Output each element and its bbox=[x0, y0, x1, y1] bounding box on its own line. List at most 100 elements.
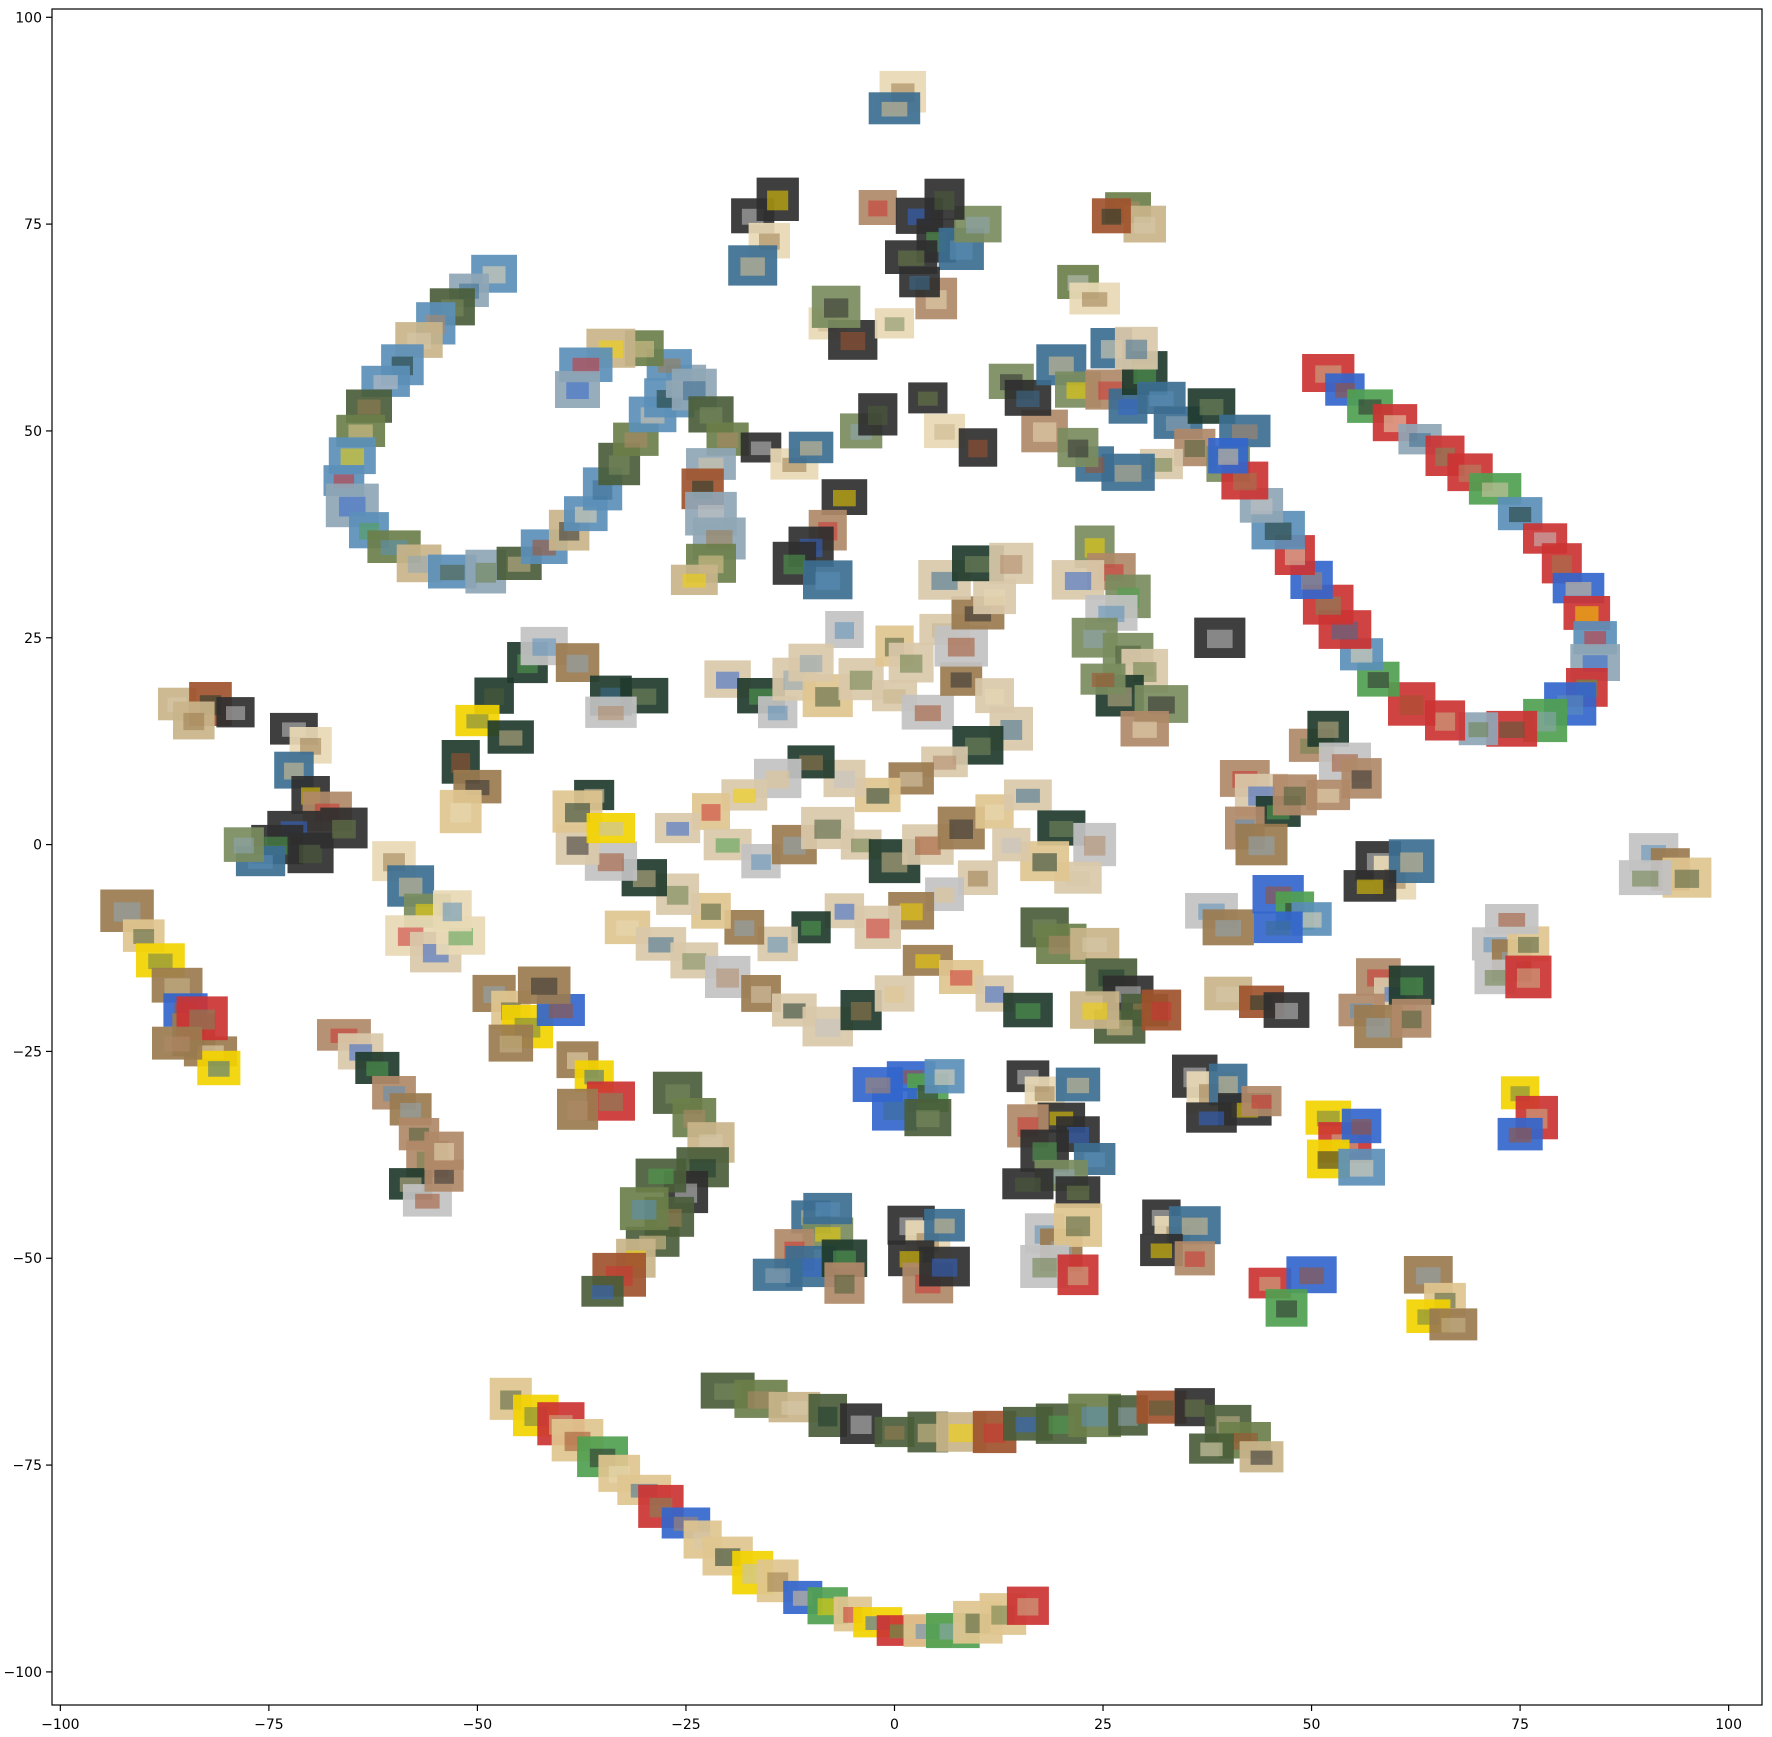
thumbnail-detail bbox=[1199, 399, 1224, 416]
thumbnail-detail bbox=[1015, 1003, 1041, 1019]
thumbnail-detail bbox=[851, 838, 872, 853]
thumbnail-detail bbox=[934, 191, 955, 210]
cluster-center-upper bbox=[740, 363, 1068, 600]
thumbnail-detail bbox=[566, 836, 589, 855]
thumbnail-detail bbox=[1508, 1127, 1532, 1143]
thumbnail-detail bbox=[950, 970, 973, 986]
thumbnail-detail bbox=[985, 986, 1005, 1003]
thumbnail-detail bbox=[1218, 1076, 1238, 1096]
thumbnail-detail bbox=[850, 1415, 872, 1434]
thumbnail-detail bbox=[440, 564, 465, 581]
thumbnail-detail bbox=[1132, 721, 1157, 738]
cluster-right-small-4 bbox=[1338, 958, 1435, 1049]
thumbnail-detail bbox=[934, 1218, 955, 1234]
thumbnail-detail bbox=[949, 240, 973, 260]
thumbnail-detail bbox=[1551, 555, 1572, 574]
thumbnail-detail bbox=[683, 381, 706, 401]
thumbnail-detail bbox=[783, 836, 806, 855]
thumbnail-detail bbox=[1351, 1119, 1372, 1135]
thumbnail-detail bbox=[967, 870, 988, 887]
thumbnail-detail bbox=[750, 441, 772, 456]
thumbnail-detail bbox=[949, 819, 973, 839]
thumbnail-detail bbox=[1001, 837, 1021, 854]
thumbnail-detail bbox=[701, 903, 721, 920]
thumbnail-detail bbox=[1299, 1267, 1325, 1285]
thumbnail-detail bbox=[434, 1143, 454, 1161]
y-tick-label: −25 bbox=[12, 1044, 42, 1060]
thumbnail-detail bbox=[934, 1069, 955, 1085]
thumbnail-detail bbox=[950, 672, 972, 688]
thumbnail-detail bbox=[1118, 399, 1138, 416]
thumbnail-detail bbox=[883, 1100, 906, 1121]
x-tick-label: 50 bbox=[1303, 1717, 1321, 1733]
thumbnail-detail bbox=[915, 836, 941, 855]
cluster-stapler-wrench-top bbox=[728, 177, 1002, 360]
thumbnail-detail bbox=[983, 1423, 1006, 1443]
thumbnail-detail bbox=[799, 655, 823, 673]
y-tick-label: 50 bbox=[24, 424, 42, 440]
thumbnail-detail bbox=[434, 1169, 454, 1184]
thumbnail-detail bbox=[1215, 920, 1241, 937]
thumbnail-detail bbox=[1184, 1399, 1205, 1417]
thumbnail-detail bbox=[840, 332, 866, 351]
thumbnail-detail bbox=[947, 637, 975, 657]
thumbnail-detail bbox=[398, 877, 423, 897]
thumbnail-detail bbox=[747, 1391, 775, 1409]
thumbnail-detail bbox=[574, 506, 597, 523]
thumbnail-detail bbox=[666, 822, 689, 836]
cluster-bonsai-strip bbox=[581, 1071, 735, 1307]
thumbnail-detail bbox=[1032, 1142, 1057, 1162]
thumbnail-detail bbox=[1118, 1407, 1138, 1426]
thumbnail-detail bbox=[1232, 424, 1258, 440]
thumbnail-detail bbox=[1049, 821, 1074, 837]
thumbnail-detail bbox=[148, 953, 173, 970]
thumbnail-detail bbox=[408, 1127, 430, 1143]
thumbnail-detail bbox=[850, 1002, 872, 1021]
thumbnail-detail bbox=[899, 903, 923, 921]
thumbnail-detail bbox=[1251, 1095, 1272, 1109]
thumbnail-detail bbox=[834, 1274, 855, 1294]
thumbnail-detail bbox=[1184, 1251, 1205, 1267]
thumbnail-detail bbox=[881, 101, 908, 117]
thumbnail-detail bbox=[932, 755, 957, 770]
thumbnail-detail bbox=[632, 1200, 657, 1220]
thumbnail-detail bbox=[1317, 1151, 1339, 1169]
thumbnail-detail bbox=[1409, 433, 1431, 447]
thumbnail-detail bbox=[881, 852, 908, 873]
y-tick-label: 100 bbox=[15, 10, 42, 26]
thumbnail-detail bbox=[565, 803, 590, 823]
thumbnail-detail bbox=[931, 1258, 958, 1277]
thumbnail-detail bbox=[866, 788, 890, 804]
thumbnail-detail bbox=[1264, 522, 1292, 540]
thumbnail-detail bbox=[1207, 629, 1233, 649]
y-tick-label: 75 bbox=[24, 217, 42, 233]
thumbnail-detail bbox=[715, 838, 740, 853]
thumbnail-detail bbox=[815, 572, 841, 590]
cluster-dollar-bills bbox=[1204, 976, 1310, 1028]
thumbnail-detail bbox=[1148, 696, 1175, 714]
thumbnail-detail bbox=[1400, 852, 1423, 873]
thumbnail-detail bbox=[1349, 1159, 1374, 1177]
y-tick-label: 0 bbox=[33, 838, 42, 854]
thumbnail-detail bbox=[1351, 770, 1372, 789]
thumbnail-detail bbox=[208, 1061, 230, 1077]
thumbnail-detail bbox=[934, 887, 955, 903]
thumbnail-detail bbox=[1331, 621, 1359, 640]
x-tick-label: 75 bbox=[1511, 1717, 1529, 1733]
y-tick-label: −75 bbox=[12, 1458, 42, 1474]
thumbnail-detail bbox=[1367, 672, 1389, 688]
thumbnail-detail bbox=[451, 753, 471, 773]
thumbnail-detail bbox=[1084, 538, 1105, 558]
thumbnail-detail bbox=[1082, 1002, 1107, 1020]
thumbnail-detail bbox=[1216, 986, 1241, 1003]
cluster-faces-strip-2 bbox=[700, 1372, 1284, 1473]
thumbnail-detail bbox=[824, 298, 849, 318]
thumbnail-detail bbox=[1265, 921, 1291, 936]
thumbnail-detail bbox=[1148, 1400, 1174, 1416]
thumbnail-detail bbox=[1534, 711, 1557, 732]
thumbnail-detail bbox=[934, 424, 955, 440]
thumbnail-detail bbox=[1034, 1086, 1055, 1102]
cluster-wild-cats bbox=[472, 966, 635, 1130]
thumbnail-detail bbox=[608, 455, 630, 475]
thumbnail-detail bbox=[1066, 1077, 1090, 1094]
